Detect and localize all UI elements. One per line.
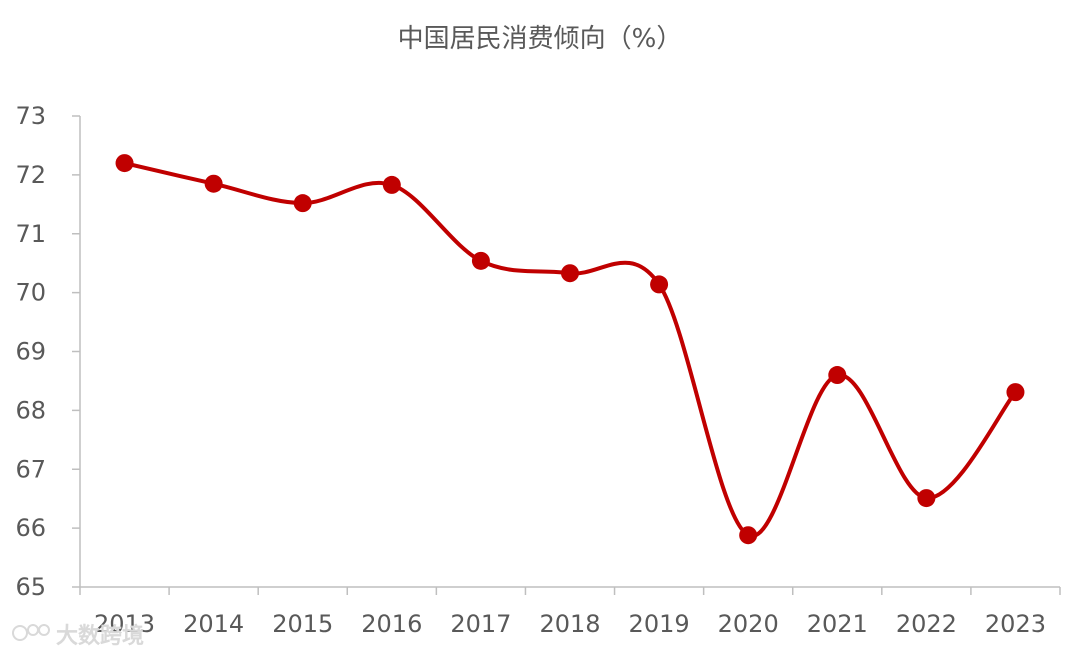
x-tick-label: 2018 [539, 610, 600, 638]
y-tick-label: 73 [15, 102, 46, 130]
x-tick-label: 2022 [896, 610, 957, 638]
y-tick-label: 65 [15, 573, 46, 601]
data-point-2023 [1006, 383, 1025, 402]
x-tick-label: 2016 [361, 610, 422, 638]
chart-title: 中国居民消费倾向（%） [398, 24, 683, 54]
data-point-2019 [650, 275, 669, 294]
series-layer [115, 154, 1025, 545]
x-tick-label: 2021 [807, 610, 868, 638]
watermark: 大数跨境 [12, 623, 144, 649]
y-tick-label: 70 [15, 279, 46, 307]
y-tick-label: 69 [15, 338, 46, 366]
x-tick-label: 2013 [94, 610, 155, 638]
data-point-2018 [561, 264, 579, 283]
y-tick-label: 68 [15, 396, 46, 424]
y-tick-label: 71 [15, 220, 46, 248]
y-axis: 65 66 67 68 69 70 71 72 73 [15, 102, 81, 601]
data-point-2022 [917, 489, 936, 508]
data-point-2021 [828, 366, 847, 385]
data-point-2013 [115, 154, 134, 173]
data-point-2016 [382, 175, 401, 194]
x-tick-label: 2019 [629, 610, 690, 638]
x-tick-label: 2020 [718, 610, 779, 638]
watermark-text: 大数跨境 [56, 623, 144, 649]
data-point-2017 [471, 251, 490, 270]
x-axis: 2013 2014 2015 2016 2017 2018 2019 2020 2021 2022… [79, 586, 1061, 638]
data-point-2015 [293, 194, 312, 213]
x-tick-label: 2023 [985, 610, 1046, 638]
data-point-2020 [739, 526, 758, 545]
data-point-2014 [204, 174, 223, 193]
series-line [122, 161, 1018, 538]
x-tick-label: 2017 [450, 610, 511, 638]
y-tick-label: 67 [15, 455, 46, 483]
x-tick-label: 2015 [272, 610, 333, 638]
y-tick-label: 66 [15, 514, 46, 542]
x-tick-label: 2014 [183, 610, 244, 638]
logo-icon [12, 624, 50, 641]
y-tick-label: 72 [15, 161, 46, 189]
